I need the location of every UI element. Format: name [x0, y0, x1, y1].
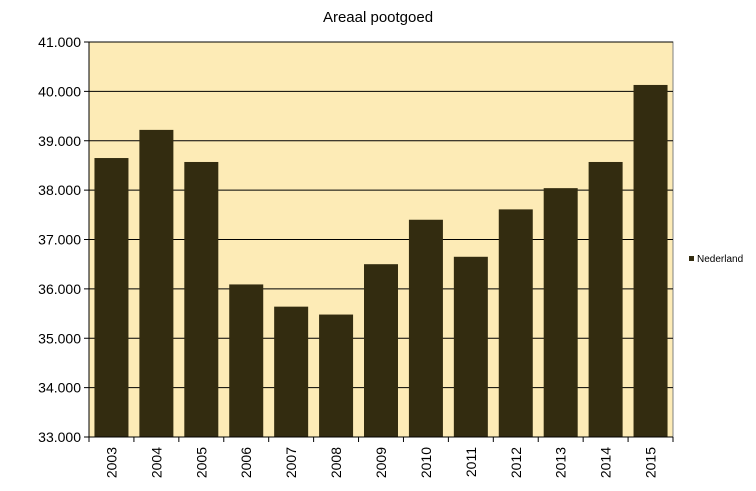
legend-label-nederland: Nederland — [697, 254, 743, 265]
bar-2009 — [364, 264, 398, 437]
y-tick-label: 35.000 — [38, 330, 81, 346]
bar-2007 — [274, 306, 309, 437]
y-tick-label: 36.000 — [38, 281, 81, 297]
y-tick-label: 39.000 — [38, 133, 81, 149]
bar-2015 — [633, 84, 668, 438]
bar-2003 — [94, 158, 129, 437]
bar-2010 — [408, 219, 443, 437]
bar-2008 — [319, 314, 354, 437]
x-tick-label: 2005 — [193, 447, 209, 478]
bar-2012 — [498, 209, 533, 437]
y-tick-label: 41.000 — [38, 34, 81, 50]
x-tick-labels: 2003 2004 2005 2006 2007 2008 2009 2010 2011 2012… — [103, 447, 658, 478]
y-tick-label: 37.000 — [38, 232, 81, 248]
x-tick-label: 2009 — [373, 447, 389, 478]
y-tick-label: 34.000 — [38, 380, 81, 396]
x-tick-label: 2011 — [463, 447, 479, 477]
x-tick-label: 2003 — [103, 447, 119, 478]
x-tick-label: 2007 — [283, 447, 299, 478]
chart-title: Areaal pootgoed — [323, 9, 433, 26]
bar-2013 — [543, 188, 578, 437]
bar-2005 — [184, 161, 219, 437]
bar-2006 — [229, 284, 264, 437]
y-tick-label: 38.000 — [38, 182, 81, 198]
x-tick-label: 2014 — [598, 447, 614, 478]
y-tick-label: 33.000 — [38, 429, 81, 445]
y-tick-label: 40.000 — [38, 83, 81, 99]
bar-2004 — [139, 129, 174, 437]
x-tick-label: 2015 — [643, 447, 659, 478]
x-tick-label: 2013 — [553, 447, 569, 478]
bars — [94, 84, 668, 438]
bar-2014 — [588, 161, 623, 437]
x-tick-label: 2010 — [418, 447, 434, 478]
axes — [84, 41, 674, 442]
x-tick-label: 2008 — [328, 447, 344, 478]
bar-2011 — [453, 256, 488, 437]
y-tick-labels: 33.000 34.000 35.000 36.000 37.000 38.000 39.0… — [38, 34, 81, 445]
x-tick-label: 2012 — [508, 447, 524, 478]
legend-swatch-nederland — [689, 256, 694, 261]
x-tick-label: 2006 — [238, 447, 254, 478]
x-tick-label: 2004 — [148, 447, 164, 478]
legend: Nederland — [689, 254, 743, 265]
